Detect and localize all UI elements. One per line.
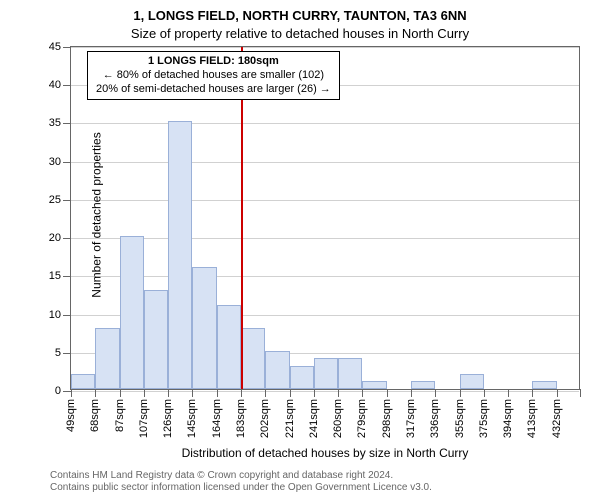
x-tick	[241, 389, 242, 397]
x-tick-label: 49sqm	[65, 399, 77, 432]
x-tick-label: 241sqm	[308, 399, 320, 438]
plot-area: 05101520253035404549sqm68sqm87sqm107sqm1…	[70, 46, 580, 390]
histogram-bar	[192, 267, 216, 389]
histogram-bar	[71, 374, 95, 389]
x-tick-label: 375sqm	[478, 399, 490, 438]
x-tick-label: 68sqm	[89, 399, 101, 432]
gridline	[71, 391, 579, 392]
x-tick-label: 260sqm	[332, 399, 344, 438]
y-tick-label: 30	[49, 156, 61, 168]
y-tick	[63, 353, 71, 354]
x-tick	[580, 389, 581, 397]
y-tick	[63, 391, 71, 392]
histogram-bar	[338, 358, 362, 389]
y-tick-label: 15	[49, 270, 61, 282]
x-tick-label: 87sqm	[114, 399, 126, 432]
x-tick-label: 317sqm	[405, 399, 417, 438]
chart-title-address: 1, LONGS FIELD, NORTH CURRY, TAUNTON, TA…	[0, 8, 600, 23]
footnote-copyright: Contains HM Land Registry data © Crown c…	[50, 470, 393, 481]
x-tick	[314, 389, 315, 397]
histogram-bar	[144, 290, 168, 389]
x-tick-label: 183sqm	[235, 399, 247, 438]
y-tick	[63, 238, 71, 239]
x-tick-label: 336sqm	[429, 399, 441, 438]
x-tick-label: 279sqm	[356, 399, 368, 438]
x-tick-label: 298sqm	[381, 399, 393, 438]
y-tick	[63, 200, 71, 201]
x-tick	[532, 389, 533, 397]
histogram-bar	[290, 366, 314, 389]
y-tick-label: 10	[49, 309, 61, 321]
histogram-chart: 1, LONGS FIELD, NORTH CURRY, TAUNTON, TA…	[0, 0, 600, 500]
histogram-bar	[217, 305, 241, 389]
y-tick-label: 5	[55, 347, 61, 359]
x-tick	[557, 389, 558, 397]
x-tick	[168, 389, 169, 397]
x-tick-label: 355sqm	[454, 399, 466, 438]
x-tick	[338, 389, 339, 397]
y-tick-label: 35	[49, 117, 61, 129]
annotation-smaller: ← 80% of detached houses are smaller (10…	[96, 69, 331, 83]
x-tick	[120, 389, 121, 397]
annotation-larger: 20% of semi-detached houses are larger (…	[96, 83, 331, 97]
x-tick-label: 202sqm	[259, 399, 271, 438]
y-tick	[63, 123, 71, 124]
histogram-bar	[120, 236, 144, 389]
x-tick-label: 394sqm	[502, 399, 514, 438]
gridline	[71, 238, 579, 239]
x-tick	[508, 389, 509, 397]
x-tick	[265, 389, 266, 397]
y-axis-label: Number of detached properties	[90, 132, 104, 297]
annotation-title: 1 LONGS FIELD: 180sqm	[96, 55, 331, 69]
histogram-bar	[411, 381, 435, 389]
x-tick	[460, 389, 461, 397]
x-tick-label: 221sqm	[284, 399, 296, 438]
histogram-bar	[95, 328, 119, 389]
x-axis-label: Distribution of detached houses by size …	[70, 446, 580, 460]
histogram-bar	[532, 381, 556, 389]
x-tick	[290, 389, 291, 397]
histogram-bar	[265, 351, 289, 389]
x-tick	[484, 389, 485, 397]
histogram-bar	[314, 358, 338, 389]
y-tick	[63, 85, 71, 86]
gridline	[71, 123, 579, 124]
y-tick	[63, 162, 71, 163]
gridline	[71, 162, 579, 163]
y-tick-label: 45	[49, 41, 61, 53]
gridline	[71, 47, 579, 48]
footnote-licence: Contains public sector information licen…	[50, 482, 432, 493]
chart-subtitle: Size of property relative to detached ho…	[0, 26, 600, 41]
y-tick	[63, 47, 71, 48]
x-tick	[435, 389, 436, 397]
gridline	[71, 276, 579, 277]
x-tick	[192, 389, 193, 397]
histogram-bar	[460, 374, 484, 389]
y-tick-label: 25	[49, 194, 61, 206]
x-tick-label: 432sqm	[551, 399, 563, 438]
y-tick	[63, 315, 71, 316]
histogram-bar	[362, 381, 386, 389]
x-tick	[217, 389, 218, 397]
y-tick-label: 20	[49, 232, 61, 244]
x-tick-label: 413sqm	[526, 399, 538, 438]
x-tick	[411, 389, 412, 397]
x-tick	[95, 389, 96, 397]
gridline	[71, 200, 579, 201]
x-tick	[144, 389, 145, 397]
y-tick	[63, 276, 71, 277]
x-tick	[71, 389, 72, 397]
x-tick-label: 164sqm	[211, 399, 223, 438]
histogram-bar	[241, 328, 265, 389]
x-tick-label: 145sqm	[186, 399, 198, 438]
x-tick-label: 126sqm	[162, 399, 174, 438]
annotation-box: 1 LONGS FIELD: 180sqm ← 80% of detached …	[87, 51, 340, 100]
x-tick	[387, 389, 388, 397]
histogram-bar	[168, 121, 192, 389]
x-tick-label: 107sqm	[138, 399, 150, 438]
y-tick-label: 0	[55, 385, 61, 397]
y-tick-label: 40	[49, 79, 61, 91]
x-tick	[362, 389, 363, 397]
